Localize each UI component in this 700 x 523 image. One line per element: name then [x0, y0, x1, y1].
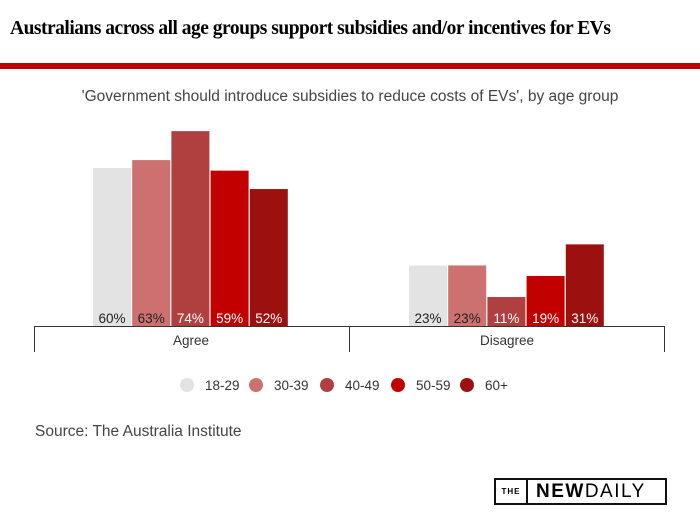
bar-18-29-disagree [409, 265, 447, 326]
bar-18-29-agree [93, 168, 131, 326]
chart-subtitle: 'Government should introduce subsidies t… [81, 88, 619, 105]
legend-label: 60+ [485, 378, 508, 393]
bar-40-49-agree [171, 131, 210, 326]
bar-30-39-agree [132, 160, 171, 326]
legend-swatch-60+ [460, 378, 474, 392]
legend-label: 50-59 [416, 378, 451, 393]
data-label: 23% [454, 311, 481, 326]
x-tick-label: Agree [173, 333, 209, 348]
data-label: 31% [571, 311, 598, 326]
data-label: 23% [414, 311, 441, 326]
bar-30-39-disagree [448, 265, 487, 326]
logo-daily: DAILY [584, 480, 646, 502]
data-label: 63% [138, 311, 165, 326]
source-note: Source: The Australia Institute [35, 423, 242, 440]
legend-swatch-30-39 [249, 378, 263, 392]
logo-new: NEW [536, 480, 585, 502]
newdaily-logo: THE NEWDAILY [494, 478, 667, 505]
data-label: 52% [255, 311, 282, 326]
title-rule [0, 63, 700, 69]
legend-swatch-40-49 [320, 378, 334, 392]
data-label: 59% [216, 311, 243, 326]
legend-label: 30-39 [274, 378, 309, 393]
legend-swatch-50-59 [391, 378, 405, 392]
logo-the: THE [496, 480, 528, 503]
bar-50-59-disagree [526, 275, 565, 326]
legend-swatch-18-29 [180, 378, 194, 392]
data-label: 74% [177, 311, 204, 326]
data-label: 60% [98, 311, 125, 326]
data-label: 19% [532, 311, 559, 326]
data-label: 11% [493, 311, 519, 326]
legend-label: 18-29 [205, 378, 240, 393]
legend-label: 40-49 [345, 378, 380, 393]
bar-chart: 60% 63% 74% 59% 52% Agree 23% 23% 11% 19% 31% Disag… [34, 131, 665, 393]
x-tick-label: Disagree [480, 333, 534, 348]
bar-60+-agree [249, 189, 288, 326]
bar-40-49-disagree [487, 297, 526, 326]
chart-title: Australians across all age groups suppor… [10, 18, 611, 39]
bar-50-59-agree [210, 170, 249, 326]
bar-60+-disagree [565, 244, 604, 326]
